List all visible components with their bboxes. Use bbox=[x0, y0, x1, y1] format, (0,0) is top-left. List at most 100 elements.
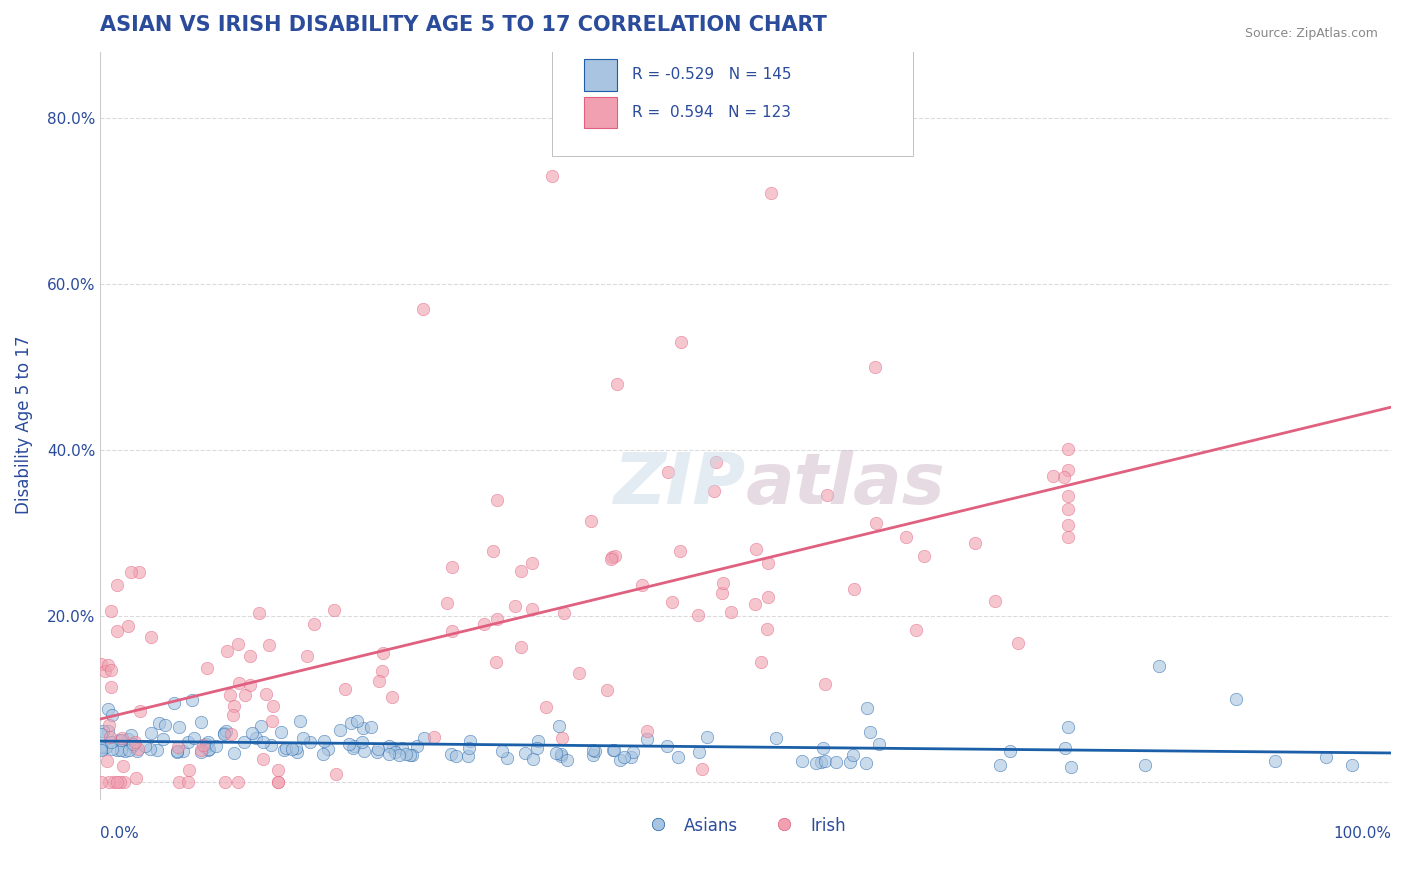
Point bbox=[304, 617, 326, 632]
Point bbox=[865, 516, 887, 530]
Point bbox=[128, 565, 150, 579]
Point bbox=[218, 688, 240, 702]
Point bbox=[599, 552, 621, 566]
Point bbox=[250, 719, 273, 733]
Point bbox=[222, 708, 245, 723]
Point bbox=[284, 741, 307, 756]
Point bbox=[342, 741, 364, 756]
Point bbox=[110, 733, 132, 747]
Point bbox=[1133, 758, 1156, 772]
Point bbox=[96, 754, 118, 768]
Point bbox=[381, 740, 404, 755]
Point bbox=[190, 743, 212, 757]
Point bbox=[179, 763, 201, 777]
Point bbox=[93, 741, 115, 756]
Point bbox=[547, 719, 569, 733]
Legend: Asians, Irish: Asians, Irish bbox=[640, 809, 852, 842]
Point bbox=[609, 753, 631, 767]
Point bbox=[228, 676, 250, 690]
Point bbox=[603, 549, 626, 564]
Point bbox=[233, 689, 256, 703]
Point bbox=[904, 623, 927, 637]
Point bbox=[329, 723, 352, 737]
Point bbox=[613, 750, 636, 764]
Point bbox=[197, 734, 219, 748]
Point bbox=[325, 767, 347, 781]
Point bbox=[838, 756, 860, 770]
Point bbox=[295, 648, 318, 663]
Point bbox=[1315, 750, 1337, 764]
Point bbox=[550, 747, 572, 762]
Point bbox=[526, 741, 548, 756]
Point bbox=[388, 748, 411, 763]
Point bbox=[583, 744, 606, 758]
Point bbox=[98, 775, 121, 789]
Point bbox=[579, 514, 602, 528]
Point bbox=[824, 756, 846, 770]
Point bbox=[756, 590, 779, 604]
Point bbox=[214, 727, 236, 741]
Point bbox=[273, 743, 295, 757]
Point bbox=[259, 638, 281, 652]
Point bbox=[172, 744, 194, 758]
Point bbox=[669, 544, 692, 558]
Point bbox=[1054, 741, 1077, 756]
Point bbox=[335, 681, 357, 696]
Point bbox=[100, 730, 122, 744]
Point bbox=[503, 599, 526, 613]
Point bbox=[696, 730, 718, 744]
Point bbox=[122, 737, 145, 751]
Point bbox=[606, 376, 628, 391]
Point bbox=[1057, 442, 1080, 456]
Point bbox=[373, 646, 395, 660]
Point bbox=[711, 576, 734, 591]
Point bbox=[988, 757, 1011, 772]
Point bbox=[350, 734, 373, 748]
Point bbox=[842, 747, 865, 762]
Point bbox=[128, 704, 150, 718]
Point bbox=[520, 556, 543, 570]
Point bbox=[107, 775, 129, 789]
Point bbox=[440, 747, 463, 761]
Point bbox=[551, 731, 574, 745]
Point bbox=[568, 666, 591, 681]
Point bbox=[247, 606, 270, 620]
Point bbox=[441, 560, 464, 574]
Point bbox=[276, 741, 298, 756]
Point bbox=[114, 744, 136, 758]
Point bbox=[239, 648, 262, 663]
Text: ZIP: ZIP bbox=[613, 450, 745, 519]
Point bbox=[596, 683, 619, 698]
Point bbox=[97, 658, 120, 673]
Point bbox=[482, 544, 505, 558]
Point bbox=[90, 739, 112, 754]
Point bbox=[631, 578, 654, 592]
Point bbox=[458, 734, 481, 748]
Point bbox=[141, 630, 163, 644]
Point bbox=[458, 740, 481, 755]
Point bbox=[810, 755, 832, 769]
Point bbox=[100, 663, 122, 677]
Point bbox=[600, 550, 623, 565]
Point bbox=[222, 699, 245, 714]
Point bbox=[710, 586, 733, 600]
Point bbox=[166, 739, 188, 754]
Point bbox=[190, 745, 212, 759]
Point bbox=[367, 742, 389, 756]
Point bbox=[636, 723, 658, 738]
Point bbox=[1057, 530, 1080, 544]
Point bbox=[124, 735, 146, 749]
Point bbox=[112, 775, 135, 789]
Point bbox=[520, 601, 543, 615]
Point bbox=[252, 735, 274, 749]
Point bbox=[669, 335, 692, 350]
Point bbox=[761, 186, 783, 200]
Point bbox=[474, 617, 496, 632]
Point bbox=[1225, 692, 1247, 706]
Point bbox=[105, 743, 128, 757]
Point bbox=[815, 488, 838, 502]
Point bbox=[90, 727, 112, 741]
Point bbox=[855, 756, 877, 771]
Point bbox=[163, 696, 186, 710]
Point bbox=[183, 731, 205, 746]
